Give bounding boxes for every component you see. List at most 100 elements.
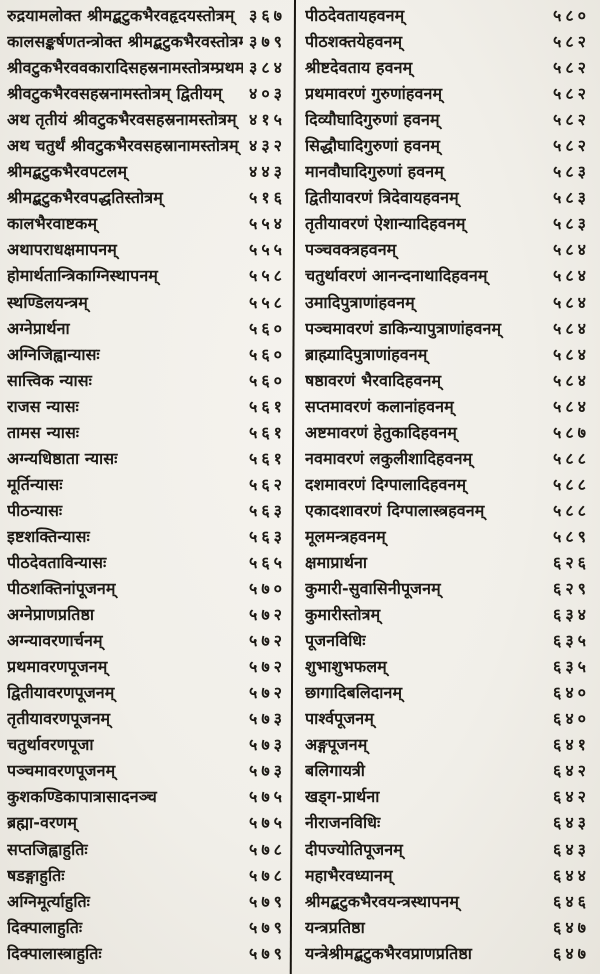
toc-row: दिक्पालास्त्राहुतिः ५७९ bbox=[7, 942, 286, 967]
toc-row: कुशकण्डिकापात्रासादनञ्च ५७५ bbox=[7, 785, 286, 810]
toc-row: ब्राह्म्यादिपुत्राणांहवनम् ५८४ bbox=[305, 343, 590, 368]
toc-entry-page: ४४३ bbox=[249, 162, 286, 182]
toc-entry-page: ५७९ bbox=[249, 891, 286, 911]
toc-entry-title: कुमारी-सुवासिनीपूजनम् bbox=[305, 579, 441, 599]
toc-entry-page: ५८४ bbox=[553, 344, 590, 364]
toc-entry-page: ५८४ bbox=[553, 292, 590, 312]
toc-entry-title: पीठशक्तिनांपूजनम् bbox=[7, 579, 116, 599]
toc-entry-title: इष्टशक्तिन्यासः bbox=[7, 526, 90, 546]
toc-row: शुभाशुभफलम् ६३५ bbox=[305, 655, 590, 680]
toc-entry-page: ५७८ bbox=[249, 865, 286, 885]
toc-entry-page: ५५४ bbox=[249, 214, 286, 234]
toc-entry-title: श्रीष्टदेवताय हवनम् bbox=[305, 58, 413, 78]
toc-entry-title: नीराजनविधिः bbox=[305, 813, 381, 833]
toc-entry-page: ५६० bbox=[249, 344, 286, 364]
toc-entry-page: ५६३ bbox=[249, 500, 286, 520]
toc-entry-page: ६४७ bbox=[553, 943, 590, 963]
toc-entry-page: ५७२ bbox=[249, 631, 286, 651]
toc-row: पञ्चमावरणं डाकिन्यापुत्राणांहवनम् ५८४ bbox=[305, 317, 590, 342]
toc-entry-page: ३७९ bbox=[249, 32, 286, 52]
toc-row: प्रथमावरणं गुरुणांहवनम् ५८२ bbox=[305, 82, 590, 107]
toc-entry-page: ५६१ bbox=[249, 396, 286, 416]
toc-entry-title: सिद्धौघादिगुरुणां हवनम् bbox=[305, 136, 441, 156]
toc-row: श्रीमद्बटुकभैरवपटलम् ४४३ bbox=[7, 160, 286, 185]
toc-row: द्वितीयावरणपूजनम् ५७२ bbox=[7, 681, 286, 706]
toc-row: चतुर्थावरणपूजा ५७३ bbox=[7, 733, 286, 758]
toc-entry-page: ५८२ bbox=[553, 110, 590, 130]
toc-entry-title: सात्त्विक न्यासः bbox=[7, 370, 92, 390]
toc-row: छागादिबलिदानम् ६४० bbox=[305, 681, 590, 706]
toc-row: अथापराधक्षमापनम् ५५५ bbox=[7, 238, 286, 263]
toc-entry-page: ६३५ bbox=[553, 657, 590, 677]
toc-entry-page: ५८४ bbox=[553, 266, 590, 286]
toc-entry-title: पञ्चमावरणपूजनम् bbox=[7, 761, 116, 781]
toc-row: मानवौघादिगुरुणां हवनम् ५८३ bbox=[305, 160, 590, 185]
toc-entry-page: ६३४ bbox=[553, 605, 590, 625]
toc-entry-page: ५६२ bbox=[249, 474, 286, 494]
toc-row: श्रीमद्बटुकभैरवयन्त्रस्थापनम् ६४६ bbox=[305, 890, 590, 915]
toc-entry-title: श्रीमद्बटुकभैरवपटलम् bbox=[7, 162, 128, 182]
toc-entry-page: ४१५ bbox=[249, 110, 286, 130]
toc-entry-page: ५८२ bbox=[553, 32, 590, 52]
toc-entry-page: ५६१ bbox=[249, 422, 286, 442]
toc-row: श्रीष्टदेवताय हवनम् ५८२ bbox=[305, 56, 590, 81]
toc-entry-page: ६४३ bbox=[553, 839, 590, 859]
toc-entry-title: पीठन्यासः bbox=[7, 500, 63, 520]
toc-entry-page: ५७२ bbox=[249, 657, 286, 677]
toc-row: पीठन्यासः ५६३ bbox=[7, 499, 286, 524]
toc-entry-title: श्रीवटुकभैरववकारादिसहस्रनामस्तोत्रम्प्रथ… bbox=[7, 58, 244, 78]
toc-entry-title: दिव्यौघादिगुरुणां हवनम् bbox=[305, 110, 440, 130]
toc-row: दिव्यौघादिगुरुणां हवनम् ५८२ bbox=[305, 108, 590, 133]
toc-entry-title: प्रथमावरणपूजनम् bbox=[7, 657, 108, 677]
toc-entry-page: ४०३ bbox=[249, 84, 286, 104]
toc-entry-title: कुशकण्डिकापात्रासादनञ्च bbox=[7, 787, 157, 807]
toc-entry-page: ६४७ bbox=[553, 917, 590, 937]
toc-entry-title: पञ्चवक्त्रहवनम् bbox=[305, 240, 397, 260]
toc-entry-page: ५८३ bbox=[553, 188, 590, 208]
toc-entry-page: ६४० bbox=[553, 683, 590, 703]
toc-entry-page: ५७० bbox=[249, 579, 286, 599]
toc-entry-title: यन्त्रप्रतिष्ठा bbox=[305, 917, 365, 937]
toc-entry-title: ब्रह्मा-वरणम् bbox=[7, 813, 78, 833]
toc-entry-title: चतुर्थावरणपूजा bbox=[7, 735, 94, 755]
toc-entry-page: ५८२ bbox=[553, 136, 590, 156]
toc-row: अग्न्यावरणार्चनम् ५७२ bbox=[7, 629, 286, 654]
toc-entry-page: ३६७ bbox=[249, 6, 286, 25]
toc-entry-title: मूर्तिन्यासः bbox=[7, 474, 63, 494]
toc-entry-page: ५८४ bbox=[553, 318, 590, 338]
toc-row: मूर्तिन्यासः ५६२ bbox=[7, 473, 286, 498]
toc-entry-page: ५७२ bbox=[249, 683, 286, 703]
toc-entry-title: तृतीयावरणपूजनम् bbox=[7, 709, 111, 729]
toc-row: पूजनविधिः ६३५ bbox=[305, 629, 590, 654]
toc-entry-title: मानवौघादिगुरुणां हवनम् bbox=[305, 162, 444, 182]
toc-entry-title: चतुर्थावरणं आनन्दनाथादिहवनम् bbox=[305, 266, 488, 286]
toc-row: सप्तजिह्वाहुतिः ५७८ bbox=[7, 838, 286, 863]
toc-column-right: पीठदेवतायहवनम् ५८० पीठशक्तयेहवनम् ५८२ श्… bbox=[294, 0, 597, 974]
toc-row: नीराजनविधिः ६४३ bbox=[305, 811, 590, 836]
toc-entry-title: होमार्थतान्त्रिकाग्निस्थापनम् bbox=[7, 266, 158, 286]
toc-row: अष्टमावरणं हेतुकादिहवनम् ५८७ bbox=[305, 421, 590, 446]
toc-entry-page: ५८३ bbox=[553, 162, 590, 182]
toc-entry-page: ५८० bbox=[553, 6, 590, 25]
toc-entry-title: अग्निमूर्त्याहुतिः bbox=[7, 891, 90, 911]
toc-entry-title: दीपज्योतिपूजनम् bbox=[305, 839, 403, 859]
toc-entry-title: नवमावरणं लकुलीशादिहवनम् bbox=[305, 448, 473, 468]
toc-entry-title: रुद्रयामलोक्त श्रीमद्बटुकभैरवहृदयस्तोत्र… bbox=[7, 6, 235, 25]
toc-entry-title: छागादिबलिदानम् bbox=[305, 683, 403, 703]
toc-entry-page: ५७८ bbox=[249, 839, 286, 859]
toc-row: खड्ग-प्रार्थना ६४२ bbox=[305, 785, 590, 810]
toc-row: होमार्थतान्त्रिकाग्निस्थापनम् ५५८ bbox=[7, 264, 286, 289]
toc-row: मूलमन्त्रहवनम् ५८९ bbox=[305, 525, 590, 550]
toc-entry-title: अङ्गपूजनम् bbox=[305, 735, 368, 755]
toc-row: रुद्रयामलोक्त श्रीमद्बटुकभैरवहृदयस्तोत्र… bbox=[7, 4, 286, 29]
toc-row: यन्त्रेश्रीमद्बटुकभैरवप्राणप्रतिष्ठा ६४७ bbox=[305, 942, 590, 967]
toc-row: पीठशक्तयेहवनम् ५८२ bbox=[305, 30, 590, 55]
toc-entry-title: उमादिपुत्राणांहवनम् bbox=[305, 292, 415, 312]
toc-entry-title: दिक्पालास्त्राहुतिः bbox=[7, 943, 102, 963]
toc-entry-page: ५८८ bbox=[553, 500, 590, 520]
toc-entry-page: ५८४ bbox=[553, 396, 590, 416]
toc-entry-page: ५७५ bbox=[249, 787, 286, 807]
toc-row: पञ्चमावरणपूजनम् ५७३ bbox=[7, 759, 286, 784]
toc-entry-page: ६४४ bbox=[553, 865, 590, 885]
